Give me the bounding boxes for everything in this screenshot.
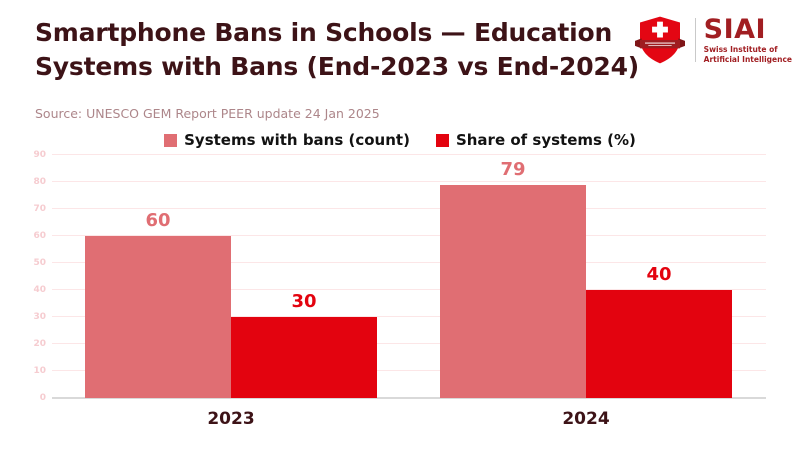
legend-item-count: Systems with bans (count) bbox=[164, 131, 410, 149]
y-axis: 0 10 20 30 40 50 60 70 80 90 bbox=[0, 150, 46, 403]
logo-tagline: Swiss Institute of Artificial Intelligen… bbox=[704, 45, 792, 64]
y-axis-tick-label: 70 bbox=[33, 204, 46, 214]
logo-tagline-line-2: Artificial Intelligence bbox=[703, 54, 792, 64]
y-axis-tick-label: 40 bbox=[33, 285, 46, 295]
legend-label-count: Systems with bans (count) bbox=[184, 131, 410, 149]
bar-2024-share: 40 bbox=[586, 264, 732, 398]
source-note: Source: UNESCO GEM Report PEER update 24… bbox=[35, 106, 380, 121]
legend-swatch-share bbox=[435, 133, 449, 147]
page-title-line-2: Systems with Bans (End-2023 vs End-2024) bbox=[35, 52, 640, 81]
gridline bbox=[52, 154, 766, 155]
bar-2023-count: 60 bbox=[85, 210, 231, 398]
logo-acronym: SIAI bbox=[703, 14, 767, 46]
gridline bbox=[52, 235, 766, 237]
y-axis-tick-label: 60 bbox=[33, 231, 46, 242]
bar-2023-share: 30 bbox=[231, 291, 377, 398]
y-axis-tick-label: 30 bbox=[33, 312, 46, 323]
plot-area: 60 30 79 40 2023 2024 bbox=[52, 154, 766, 429]
gridline bbox=[52, 343, 766, 344]
y-axis-tick-label: 20 bbox=[33, 339, 46, 349]
logo-divider bbox=[694, 18, 696, 62]
gridline bbox=[52, 316, 766, 318]
legend-label-share: Share of systems (%) bbox=[455, 131, 636, 149]
chart-legend: Systems with bans (count) Share of syste… bbox=[0, 131, 800, 149]
page-title: Smartphone Bans in Schools — Education S… bbox=[35, 16, 655, 84]
x-axis-label-2024: 2024 bbox=[562, 409, 610, 429]
gridline bbox=[52, 289, 766, 290]
y-axis-tick-label: 0 bbox=[39, 393, 46, 403]
bar-value-2023-count: 60 bbox=[145, 210, 171, 232]
x-axis-label-2023: 2023 bbox=[207, 409, 255, 429]
gridline bbox=[52, 370, 766, 371]
legend-swatch-count bbox=[164, 133, 178, 147]
y-axis-tick-label: 80 bbox=[33, 177, 46, 187]
logo-text: SIAI Swiss Institute of Artificial Intel… bbox=[704, 16, 792, 64]
bar-value-2023-share: 30 bbox=[291, 291, 317, 313]
y-axis-tick-label: 10 bbox=[33, 366, 46, 376]
gridline bbox=[52, 181, 766, 182]
gridline bbox=[52, 262, 766, 263]
swiss-shield-icon bbox=[634, 16, 685, 64]
bar-value-2024-share: 40 bbox=[646, 264, 672, 285]
bar-2024-count: 79 bbox=[440, 159, 586, 398]
logo-tagline-line-1: Swiss Institute of bbox=[703, 45, 778, 55]
page-title-line-1: Smartphone Bans in Schools — Education bbox=[35, 18, 613, 47]
y-axis-tick-label: 50 bbox=[33, 258, 46, 268]
gridline bbox=[52, 208, 766, 209]
bar-value-2024-count: 79 bbox=[500, 158, 526, 180]
y-axis-tick-label: 90 bbox=[33, 150, 46, 160]
x-axis-line bbox=[52, 397, 766, 399]
legend-item-share: Share of systems (%) bbox=[435, 131, 636, 149]
siai-logo: SIAI Swiss Institute of Artificial Intel… bbox=[633, 15, 792, 65]
